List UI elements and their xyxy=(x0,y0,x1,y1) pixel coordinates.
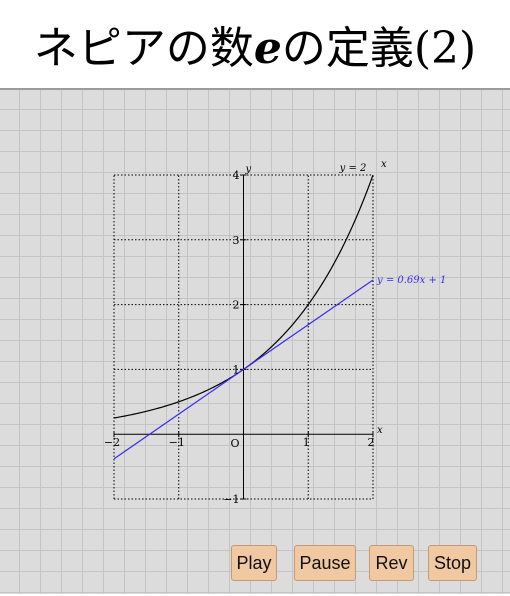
page-title: ネピアの数eの定義(2) xyxy=(34,12,476,76)
x-axis-label: x xyxy=(377,425,383,436)
axes-layer xyxy=(113,174,374,500)
rev-button[interactable]: Rev xyxy=(369,545,414,581)
y-tick-label: 4 xyxy=(233,169,240,182)
y-axis-label: y xyxy=(245,164,252,175)
curve-label: y = 2 xyxy=(339,163,367,174)
title-e: e xyxy=(253,23,282,74)
y-tick-label: 2 xyxy=(233,299,240,312)
pause-button[interactable]: Pause xyxy=(294,545,356,581)
play-button[interactable]: Play xyxy=(231,545,277,581)
y-tick-label: −1 xyxy=(223,493,239,506)
y-tick-label: 3 xyxy=(233,234,240,247)
tangent-line xyxy=(113,279,374,460)
title-bar: ネピアの数eの定義(2) xyxy=(0,0,510,88)
y-tick-label: 1 xyxy=(233,363,240,376)
curve-label-superscript: x xyxy=(381,159,387,170)
x-tick-label: −2 xyxy=(104,436,120,449)
origin-label: O xyxy=(230,437,239,450)
x-tick-label: 1 xyxy=(303,436,310,449)
title-suffix: の定義(2) xyxy=(281,23,477,74)
title-prefix: ネピアの数 xyxy=(33,23,254,74)
plot-svg: −2 −1 1 2 −1 1 2 3 4 Ox y y = 2 x y = 0.69x + 1 xyxy=(104,159,447,506)
label-layer: −2 −1 1 2 −1 1 2 3 4 Ox y y = 2 x y = 0.69x + 1 xyxy=(104,159,447,506)
x-tick-label: −1 xyxy=(169,436,185,449)
x-tick-label: 2 xyxy=(368,436,375,449)
stop-button[interactable]: Stop xyxy=(428,545,477,581)
tangent-label: y = 0.69x + 1 xyxy=(376,275,446,286)
curve-layer xyxy=(113,174,374,460)
